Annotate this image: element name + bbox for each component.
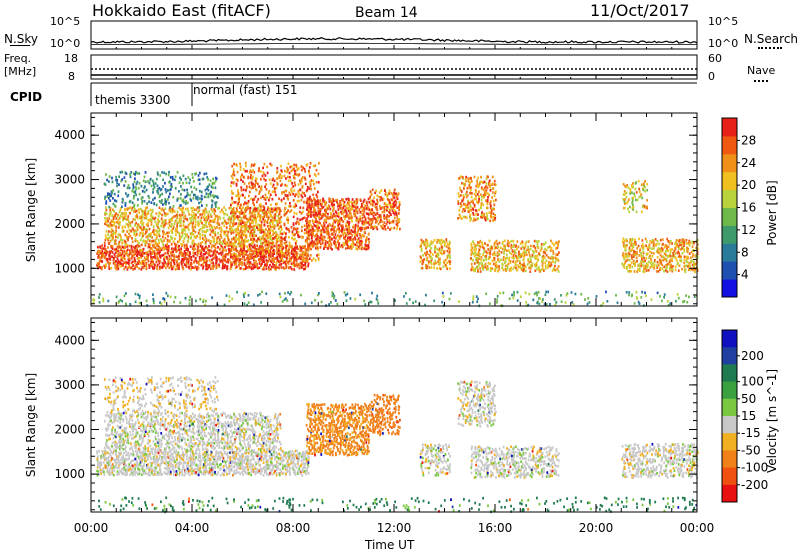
cpid-segment-1-id: 3300: [139, 93, 171, 107]
cpid-segment-1: themis 3300: [95, 93, 170, 107]
velocity-colorbar-label: Velocity [m s^-1]: [765, 368, 779, 474]
x-tick-label-6: 00:00: [680, 521, 715, 535]
nsky-tick-bottom: 10^0: [50, 37, 81, 50]
velocity-panel-ytick-label-4000: 4000: [54, 333, 85, 347]
power-colorbar-segment: [722, 207, 737, 226]
nave-label: Nave: [747, 64, 776, 77]
velocity-colorbar-segment: [722, 398, 737, 417]
nsearch-tick-bottom: 10^0: [708, 37, 739, 50]
date-label: 11/Oct/2017: [590, 1, 690, 20]
velocity-colorbar-tick-label-0: 200: [741, 349, 764, 363]
x-tick-label-2: 08:00: [276, 521, 311, 535]
freq-tick-top: 18: [64, 52, 78, 65]
radar-title: Hokkaido East (fitACF): [92, 1, 271, 20]
x-axis-label: Time UT: [365, 538, 415, 552]
power-colorbar-segment: [722, 153, 737, 173]
velocity-colorbar-tick-label-5: -50: [741, 443, 761, 457]
x-tick-label-3: 12:00: [377, 521, 412, 535]
nsky-underline: [10, 45, 30, 46]
velocity-panel-frame: [90, 317, 698, 513]
power-colorbar-segment: [722, 261, 737, 280]
power-colorbar-segment: [722, 171, 737, 191]
velocity-colorbar-tick-label-2: 50: [741, 392, 756, 406]
power-panel-ytick-label-3000: 3000: [54, 173, 85, 187]
cpid-segment-2-id: 151: [274, 83, 298, 97]
velocity-ylabel: Slant Range [km]: [24, 372, 38, 478]
nave-tick-top: 60: [708, 52, 722, 65]
nsky-label: N.Sky: [4, 32, 39, 46]
power-colorbar-segment: [722, 135, 737, 155]
x-tick-label-0: 00:00: [74, 521, 109, 535]
power-colorbar-tick-label-12: 12: [741, 223, 756, 237]
power-colorbar-segment: [722, 225, 737, 244]
power-panel-ytick-label-4000: 4000: [54, 128, 85, 142]
power-panel-data: [92, 161, 699, 308]
velocity-colorbar-segment: [722, 484, 737, 503]
freq-tick-bottom: 8: [68, 70, 75, 83]
velocity-colorbar-tick-label-4: -15: [741, 426, 761, 440]
power-colorbar-tick-label-28: 28: [741, 133, 756, 147]
velocity-panel-ytick-label-3000: 3000: [54, 378, 85, 392]
power-panel-ytick-label-2000: 2000: [54, 217, 85, 231]
cpid-segment-2-name: normal (fast): [193, 83, 271, 97]
cpid-segment-2: normal (fast) 151: [193, 83, 298, 97]
velocity-colorbar-segment: [722, 364, 737, 383]
velocity-colorbar-segment: [722, 433, 737, 451]
nave-dotted-legend: [754, 80, 768, 82]
x-tick-label-4: 16:00: [478, 521, 513, 535]
nsearch-label: N.Search: [744, 32, 799, 46]
power-colorbar-segment: [722, 118, 737, 137]
nsearch-tick-top: 10^5: [708, 15, 739, 28]
nave-tick-bottom: 0: [708, 70, 715, 83]
velocity-colorbar-segment: [722, 467, 737, 486]
nsearch-dotted-legend: [758, 47, 782, 49]
noise-search-trace: [91, 42, 697, 45]
freq-label: Freq.: [4, 52, 32, 65]
velocity-colorbar-segment: [722, 330, 737, 348]
velocity-colorbar-segment: [722, 450, 737, 469]
velocity-colorbar-tick-label-3: 15: [741, 409, 756, 423]
power-colorbar-segment: [722, 279, 737, 298]
beam-label: Beam 14: [355, 5, 418, 21]
power-colorbar-tick-label-16: 16: [741, 201, 756, 215]
x-tick-label-5: 20:00: [579, 521, 614, 535]
velocity-colorbar-segment: [722, 381, 737, 400]
x-tick-label-1: 04:00: [175, 521, 210, 535]
nsky-tick-top: 10^5: [50, 15, 81, 28]
freq-unit-label: [MHz]: [4, 65, 37, 78]
power-colorbar-tick-label-20: 20: [741, 178, 756, 192]
cpid-segment-1-name: themis: [95, 93, 136, 107]
power-colorbar-label: Power [dB]: [765, 180, 779, 246]
velocity-colorbar-segment: [722, 347, 737, 365]
power-colorbar-tick-label-24: 24: [741, 156, 756, 170]
power-panel-ytick-label-1000: 1000: [54, 261, 85, 275]
cpid-label: CPID: [10, 90, 43, 104]
velocity-colorbar-tick-label-6: -100: [741, 461, 768, 475]
power-ylabel: Slant Range [km]: [24, 157, 38, 263]
power-colorbar-tick-label-4: 4: [741, 268, 749, 282]
power-colorbar-segment: [722, 189, 737, 208]
velocity-panel-data: [96, 376, 699, 514]
power-colorbar-tick-label-8: 8: [741, 245, 749, 259]
velocity-panel-ytick-label-1000: 1000: [54, 467, 85, 481]
velocity-colorbar-segment: [722, 416, 737, 434]
power-colorbar-segment: [722, 243, 737, 262]
noise-sky-trace: [90, 37, 698, 44]
velocity-colorbar-tick-label-7: -200: [741, 478, 768, 492]
velocity-panel-ytick-label-2000: 2000: [54, 422, 85, 436]
velocity-colorbar-tick-label-1: 100: [741, 375, 764, 389]
